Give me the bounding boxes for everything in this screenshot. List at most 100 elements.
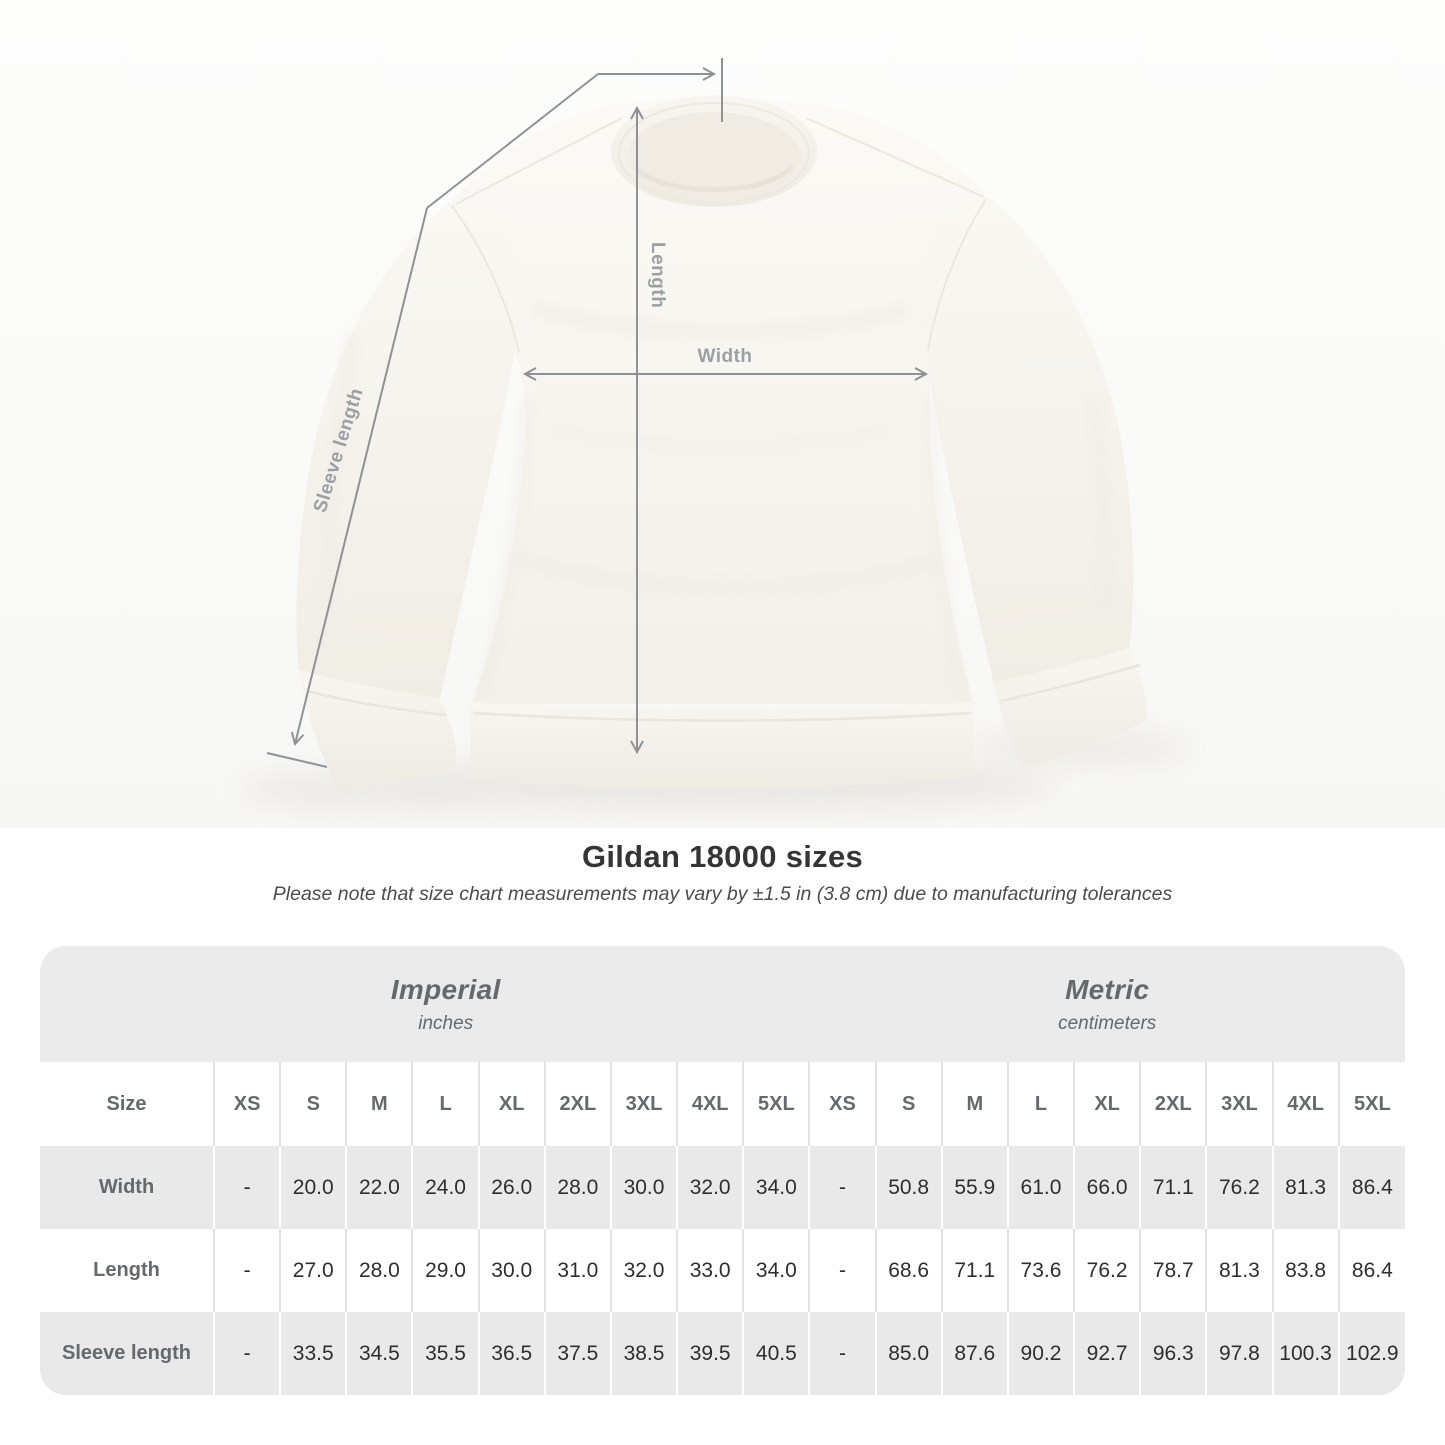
measurement-cell: 81.3 [1272,1146,1340,1229]
measurement-cell: 97.8 [1206,1312,1274,1395]
size-col-header: 5XL [1338,1062,1405,1146]
size-col-header: 3XL [1206,1062,1274,1146]
measurement-cell: - [214,1312,282,1395]
measurement-cell: 71.1 [941,1229,1009,1312]
measurement-cell: 28.0 [346,1229,414,1312]
table-row-length: Length - 27.0 28.0 29.0 30.0 31.0 32.0 3… [40,1229,1405,1312]
measurement-cell: - [809,1312,877,1395]
measurement-cell: 81.3 [1206,1229,1274,1312]
measurement-cell: 34.0 [743,1229,811,1312]
measurement-cell: 38.5 [610,1312,679,1395]
table-row-sleeve-length: Sleeve length - 33.5 34.5 35.5 36.5 37.5… [40,1312,1405,1395]
hem-seam [472,711,972,722]
size-col-header: 2XL [1140,1062,1208,1146]
measurement-cell: 71.1 [1140,1146,1208,1229]
units-header-row: Imperial inches Metric centimeters [40,946,1405,1062]
measurement-cell: 50.8 [875,1146,943,1229]
measurement-cell: 73.6 [1007,1229,1076,1312]
size-col-header: L [412,1062,480,1146]
size-col-header: XS [809,1062,877,1146]
left-cuff-seam [306,689,447,717]
measurement-cell: 86.4 [1338,1146,1405,1229]
size-col-header: M [941,1062,1009,1146]
measurement-cell: 28.0 [544,1146,612,1229]
measurement-cell: 32.0 [610,1229,679,1312]
size-col-header: 4XL [1272,1062,1340,1146]
width-label: Width [697,346,752,367]
measurement-cell: 68.6 [875,1229,943,1312]
right-cuff-seam [1000,663,1141,703]
sweatshirt-body [448,98,990,704]
measurement-cell: 34.0 [743,1146,811,1229]
seam-lines [451,117,987,353]
size-header-row: Size XS S M L XL 2XL 3XL 4XL 5XL XS S M … [40,1062,1405,1146]
measurement-cell: 76.2 [1074,1229,1142,1312]
sleeve-endcap-line [266,752,328,768]
size-col-header: 5XL [743,1062,811,1146]
sleeve-measure-upper-line [426,73,599,209]
size-table-grid: Imperial inches Metric centimeters Size … [40,946,1405,1395]
measurement-cell: 33.5 [280,1312,348,1395]
size-col-header: 2XL [544,1062,612,1146]
collar-opening [628,112,800,200]
size-table: Imperial inches Metric centimeters Size … [40,946,1405,1395]
measurement-cell: 78.7 [1140,1229,1208,1312]
row-label: Width [40,1146,215,1229]
imperial-subtitle: inches [418,1012,474,1034]
metric-header: Metric centimeters [809,946,1405,1062]
collar [611,95,817,207]
imperial-title: Imperial [390,973,501,1005]
size-col-header: 3XL [610,1062,679,1146]
measurement-cell: 87.6 [941,1312,1009,1395]
fabric-folds [324,303,1111,698]
measurement-cell: 30.0 [610,1146,679,1229]
measurement-cell: 27.0 [280,1229,348,1312]
measurement-cell: 102.9 [1338,1312,1405,1395]
left-sleeve [296,200,523,701]
measurement-cell: - [214,1229,282,1312]
size-col-header: XL [478,1062,546,1146]
measurement-cell: - [809,1229,877,1312]
measurement-cell: 24.0 [412,1146,480,1229]
size-col-header: 4XL [677,1062,745,1146]
measurement-cell: 32.0 [677,1146,745,1229]
measurement-cell: - [214,1146,282,1229]
measurement-cell: 20.0 [280,1146,348,1229]
size-chart-title: Gildan 18000 sizes [581,839,864,874]
table-row-width: Width - 20.0 22.0 24.0 26.0 28.0 30.0 32… [40,1146,1405,1229]
length-label: Length [647,242,668,308]
metric-title: Metric [1065,973,1150,1005]
measurement-cell: 86.4 [1338,1229,1405,1312]
measurement-cell: 22.0 [346,1146,414,1229]
row-label: Sleeve length [40,1312,215,1395]
size-col-header: XL [1074,1062,1142,1146]
measurement-cell: 96.3 [1140,1312,1208,1395]
measurement-cell: 30.0 [478,1229,546,1312]
caption: Gildan 18000 sizes Please note that size… [0,840,1445,906]
tolerance-note: Please note that size chart measurements… [272,883,1173,905]
sweatshirt-illustration [296,95,1148,789]
measurement-cell: 85.0 [875,1312,943,1395]
measurement-cell: 37.5 [544,1312,612,1395]
hem-band [468,702,977,789]
measurement-cell: 40.5 [743,1312,811,1395]
measurement-cell: 26.0 [478,1146,546,1229]
measurement-cell: 36.5 [478,1312,546,1395]
measurement-cell: 34.5 [346,1312,414,1395]
measurement-cell: 66.0 [1074,1146,1142,1229]
size-col-header: XS [214,1062,282,1146]
measurement-cell: 83.8 [1272,1229,1340,1312]
measurement-cell: 35.5 [412,1312,480,1395]
measurement-cell: 33.0 [677,1229,745,1312]
product-photo: Width Length Sleeve length [0,0,1445,828]
size-corner-header: Size [40,1062,215,1146]
row-label: Length [40,1229,215,1312]
measurement-overlay [266,58,929,768]
measurement-cell: 92.7 [1074,1312,1142,1395]
imperial-header: Imperial inches [40,946,810,1062]
measurement-cell: 76.2 [1206,1146,1274,1229]
metric-subtitle: centimeters [1058,1012,1157,1034]
measurement-cell: - [809,1146,877,1229]
sleeve-measure-line [290,207,428,747]
